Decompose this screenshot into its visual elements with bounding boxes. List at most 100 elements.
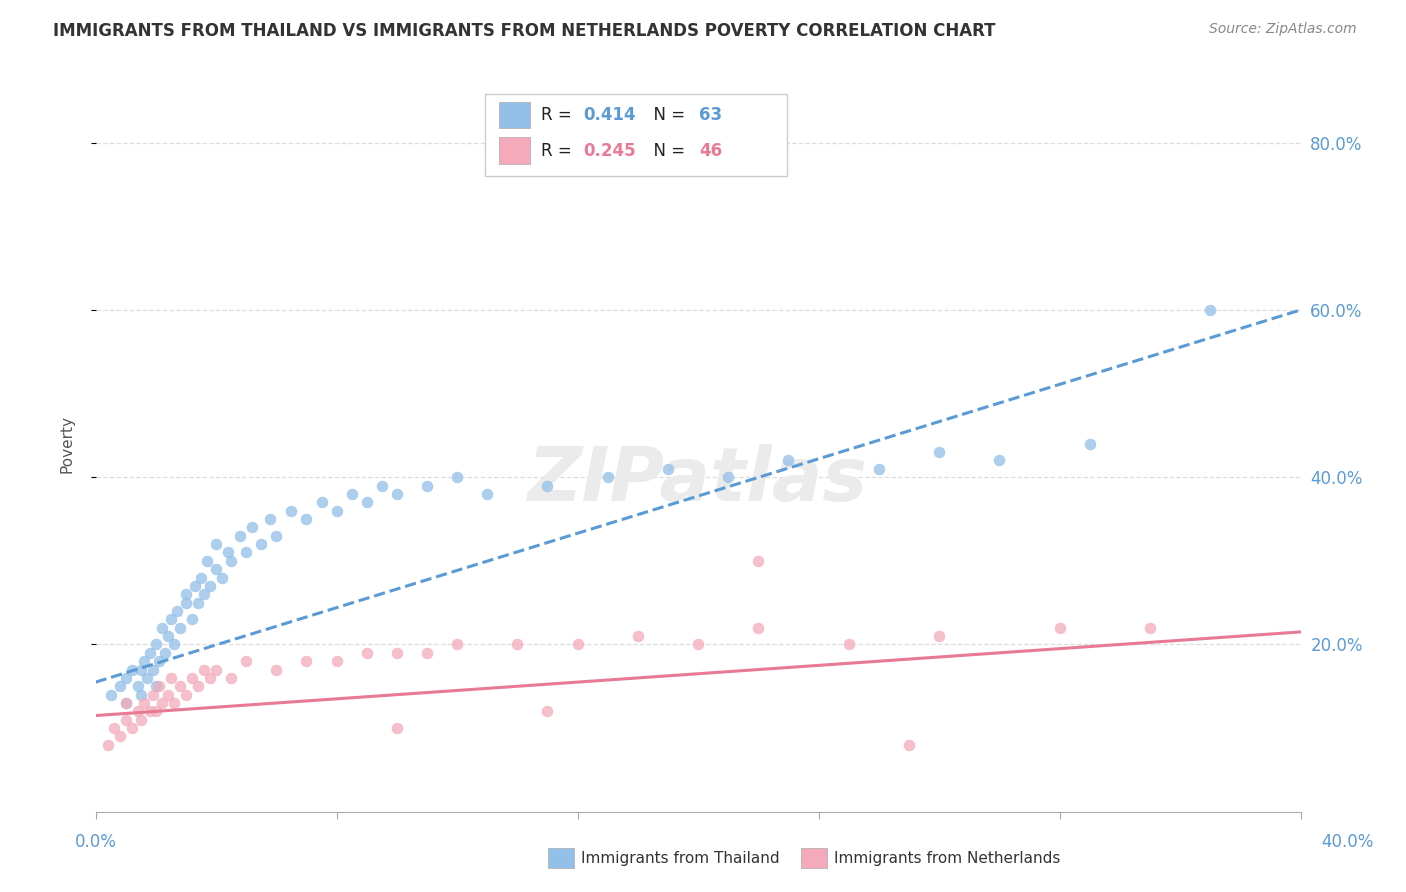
Point	[145, 637, 167, 651]
Point	[160, 612, 183, 626]
Point	[219, 671, 242, 685]
Y-axis label: Poverty: Poverty	[60, 415, 75, 473]
Point	[385, 646, 408, 660]
Text: ZIPatlas: ZIPatlas	[529, 444, 868, 517]
Point	[205, 663, 228, 677]
Point	[121, 721, 143, 735]
Text: 40.0%: 40.0%	[1320, 833, 1374, 851]
Point	[187, 679, 209, 693]
Point	[100, 688, 122, 702]
Point	[295, 512, 318, 526]
Point	[217, 545, 239, 559]
Point	[145, 705, 167, 719]
Point	[295, 654, 318, 668]
Point	[250, 537, 273, 551]
Point	[266, 529, 288, 543]
Point	[174, 596, 197, 610]
Text: IMMIGRANTS FROM THAILAND VS IMMIGRANTS FROM NETHERLANDS POVERTY CORRELATION CHAR: IMMIGRANTS FROM THAILAND VS IMMIGRANTS F…	[53, 22, 995, 40]
Point	[163, 696, 186, 710]
Point	[868, 462, 890, 476]
Point	[163, 637, 186, 651]
Point	[416, 478, 439, 492]
Point	[187, 596, 209, 610]
Point	[477, 487, 499, 501]
Point	[156, 688, 179, 702]
Point	[135, 671, 157, 685]
Point	[174, 587, 197, 601]
Point	[235, 654, 257, 668]
Point	[385, 721, 408, 735]
Point	[150, 696, 173, 710]
Point	[928, 629, 950, 643]
Point	[838, 637, 860, 651]
Point	[1078, 436, 1101, 450]
Text: Source: ZipAtlas.com: Source: ZipAtlas.com	[1209, 22, 1357, 37]
Point	[240, 520, 263, 534]
Text: 63: 63	[699, 106, 721, 124]
Point	[778, 453, 800, 467]
Point	[446, 470, 468, 484]
Point	[97, 738, 120, 752]
Point	[184, 579, 207, 593]
Point	[145, 679, 167, 693]
Point	[205, 537, 228, 551]
Point	[114, 713, 136, 727]
Point	[686, 637, 709, 651]
Point	[127, 679, 149, 693]
Point	[160, 671, 183, 685]
Point	[356, 646, 378, 660]
Point	[114, 696, 136, 710]
Point	[129, 688, 152, 702]
Point	[148, 679, 170, 693]
Point	[166, 604, 188, 618]
Point	[596, 470, 619, 484]
Point	[174, 688, 197, 702]
Text: Immigrants from Netherlands: Immigrants from Netherlands	[834, 851, 1060, 865]
Point	[156, 629, 179, 643]
Point	[132, 696, 155, 710]
Point	[536, 705, 558, 719]
Text: 0.414: 0.414	[583, 106, 636, 124]
Point	[657, 462, 679, 476]
Point	[506, 637, 529, 651]
Point	[211, 571, 233, 585]
Point	[1199, 302, 1222, 317]
Point	[198, 671, 221, 685]
Point	[229, 529, 252, 543]
Point	[747, 621, 769, 635]
Point	[747, 554, 769, 568]
Point	[198, 579, 221, 593]
Point	[928, 445, 950, 459]
Point	[371, 478, 394, 492]
Point	[385, 487, 408, 501]
Point	[311, 495, 333, 509]
Point	[139, 646, 162, 660]
Point	[129, 713, 152, 727]
Point	[325, 654, 347, 668]
Point	[259, 512, 281, 526]
Point	[205, 562, 228, 576]
Point	[325, 503, 347, 517]
Point	[356, 495, 378, 509]
Point	[340, 487, 363, 501]
Point	[169, 621, 191, 635]
Point	[193, 663, 215, 677]
Point	[142, 688, 165, 702]
Point	[536, 478, 558, 492]
Point	[150, 621, 173, 635]
Point	[190, 571, 212, 585]
Point	[103, 721, 125, 735]
Point	[114, 696, 136, 710]
Point	[108, 730, 131, 744]
Point	[108, 679, 131, 693]
Point	[148, 654, 170, 668]
Point	[266, 663, 288, 677]
Point	[142, 663, 165, 677]
Point	[446, 637, 468, 651]
Text: N =: N =	[643, 106, 690, 124]
Text: N =: N =	[643, 142, 690, 160]
Point	[219, 554, 242, 568]
Text: 0.245: 0.245	[583, 142, 636, 160]
Text: Immigrants from Thailand: Immigrants from Thailand	[581, 851, 779, 865]
Point	[235, 545, 257, 559]
